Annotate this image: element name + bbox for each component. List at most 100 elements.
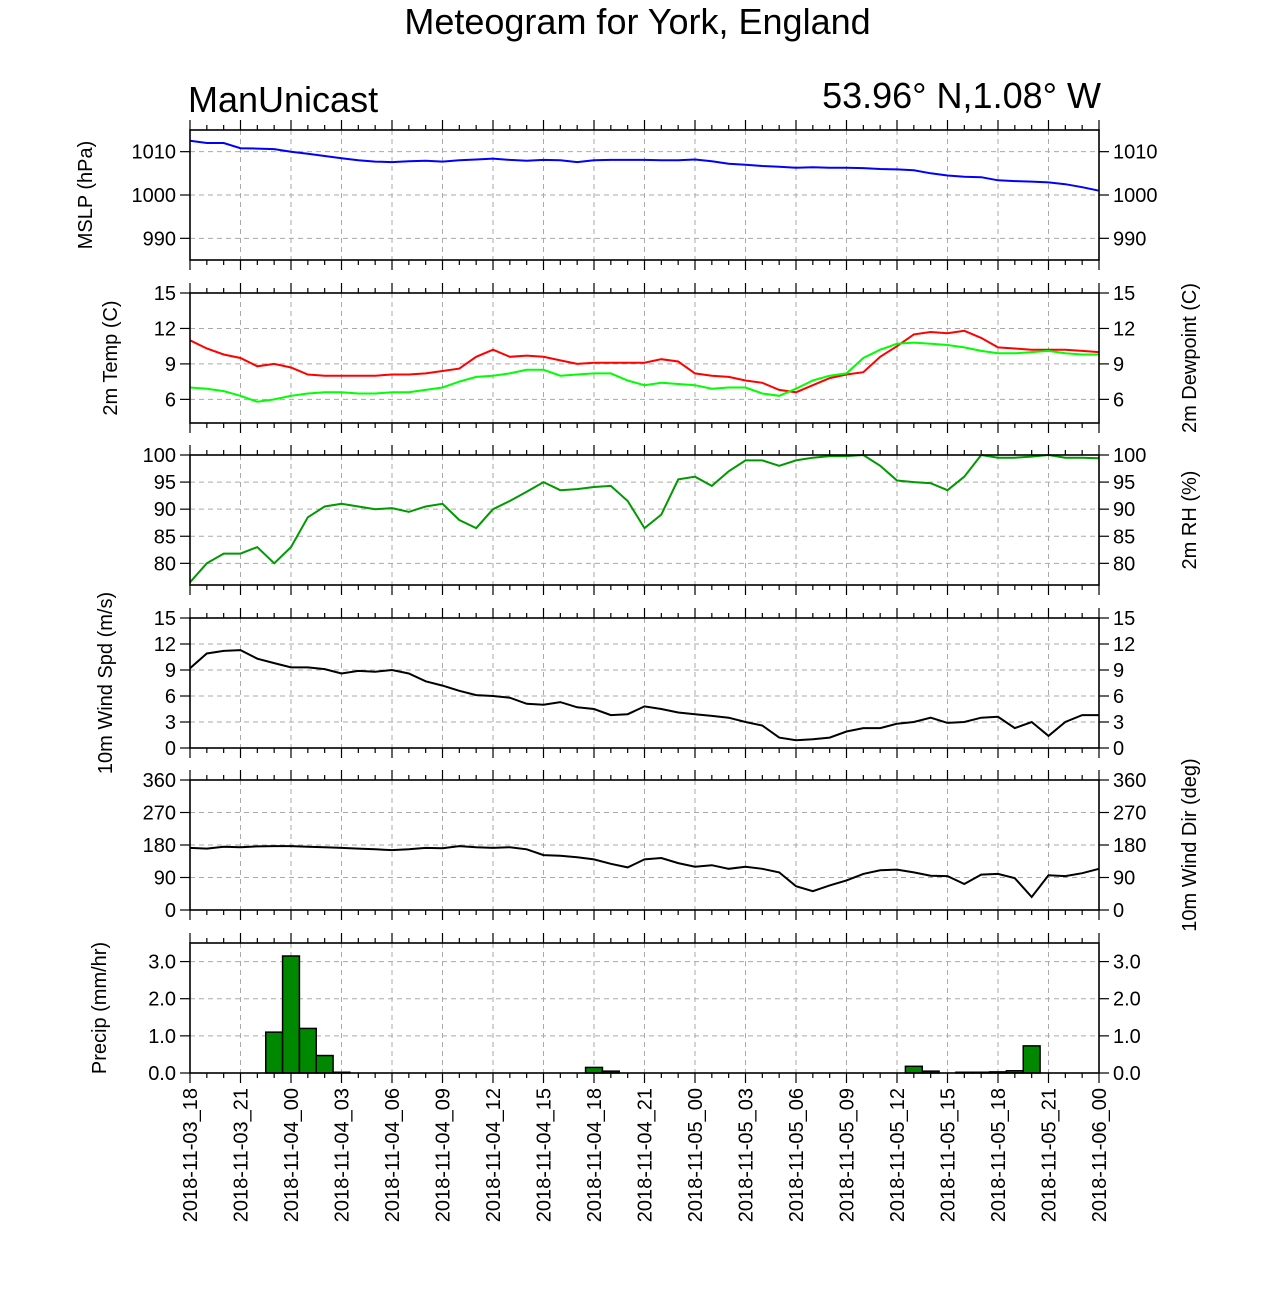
y-axis-title: 2m Temp (C) [100,300,122,415]
x-tick-label: 2018-11-05_21 [1039,1088,1061,1222]
panel-5: 0 0 90 90 180 180 270 270 360 360 10m Wind Dir (de… [143,758,1201,931]
panel-frame [189,617,1100,749]
y-tick-label-right: 15 [1113,608,1135,630]
precip-bar [265,1031,284,1074]
y-tick-label-right: 990 [1113,228,1146,250]
y-tick-label-right: 270 [1113,803,1146,825]
y-tick-label: 9 [165,354,176,376]
y-tick-label-right: 1010 [1113,142,1158,164]
panel-frame [189,942,1100,1074]
y-tick-label-right: 80 [1113,553,1135,575]
y-axis-title: 10m Wind Spd (m/s) [95,592,117,774]
x-tick-label: 2018-11-03_21 [231,1088,253,1222]
y-tick-label: 90 [154,499,176,521]
panel-frame [189,292,1100,424]
y-axis-title: MSLP (hPa) [75,141,97,250]
y-tick-label-right: 3.0 [1113,952,1141,974]
y-tick-label: 270 [143,803,176,825]
x-tick-label: 2018-11-04_15 [534,1088,556,1222]
panel-3: 80 80 85 85 90 90 95 95 100 100 2m RH (%) [143,445,1201,595]
x-tick-label: 2018-11-05_12 [887,1088,909,1222]
y-tick-label: 360 [143,770,176,792]
y-tick-label: 15 [154,608,176,630]
x-tick-label: 2018-11-04_12 [483,1088,505,1222]
y-tick-label: 95 [154,472,176,494]
location-label: 53.96° N,1.08° W [822,75,1101,116]
y-tick-label-right: 0.0 [1113,1063,1141,1085]
y-tick-label: 6 [165,389,176,411]
x-tick-label: 2018-11-05_03 [736,1088,758,1222]
y-tick-label: 3.0 [148,952,176,974]
y-tick-label-right: 1000 [1113,185,1158,207]
precip-bar [584,1066,604,1074]
y-tick-label-right: 0 [1113,738,1124,760]
x-tick-label: 2018-11-04_00 [281,1088,303,1222]
y-tick-label-right: 90 [1113,868,1135,890]
panel-6: 0.0 0.0 1.0 1.0 2.0 2.0 3.0 3.0 Precip (mm/hr) [89,933,1141,1085]
panel-frame [189,129,1100,261]
y-tick-label-right: 9 [1113,354,1124,376]
series-line-1 [189,845,1100,899]
y-tick-label: 15 [154,283,176,305]
y-tick-label-right: 2.0 [1113,989,1141,1011]
y-axis-title-right: 2m RH (%) [1179,471,1201,570]
y-tick-label: 6 [165,686,176,708]
y-tick-label-right: 180 [1113,835,1146,857]
panel-frame [189,454,1100,586]
precip-bar [281,955,301,1074]
y-tick-label: 100 [143,445,176,467]
precip-bar [315,1054,334,1074]
x-tick-label: 2018-11-04_09 [433,1088,455,1222]
x-axis-labels: 2018-11-03_18 2018-11-03_21 2018-11-04_00 2… [180,1088,1111,1222]
y-tick-label: 3 [165,712,176,734]
panel-2: 6 6 9 9 12 12 15 15 2m Temp (C) 2m Dewpoint (C) [100,283,1201,433]
y-tick-label-right: 95 [1113,472,1135,494]
y-tick-label-right: 15 [1113,283,1135,305]
y-axis-title: Precip (mm/hr) [89,942,111,1074]
y-tick-label: 2.0 [148,989,176,1011]
x-tick-label: 2018-11-05_00 [685,1088,707,1222]
x-tick-label: 2018-11-05_18 [988,1088,1010,1222]
x-tick-label: 2018-11-04_06 [382,1088,404,1222]
panel-frame [189,779,1100,911]
series-line-1 [189,649,1099,742]
panel-1: 990 990 1000 1000 1010 1010 MSLP (hPa) [75,120,1158,270]
series-line-1 [189,139,1100,192]
x-tick-label: 2018-11-03_18 [180,1088,202,1222]
x-tick-label: 2018-11-06_00 [1089,1088,1111,1222]
y-tick-label: 12 [154,634,176,656]
y-tick-label-right: 1.0 [1113,1026,1141,1048]
y-tick-label-right: 6 [1113,686,1124,708]
panel-4: 0 0 3 3 6 6 9 9 12 12 15 15 10m Wind Spd (m/s) [95,592,1135,774]
x-tick-label: 2018-11-04_18 [584,1088,606,1222]
x-tick-label: 2018-11-05_09 [837,1088,859,1222]
x-tick-label: 2018-11-05_15 [938,1088,960,1222]
precip-bar [298,1027,317,1074]
series-line-1 [189,329,1100,394]
y-tick-label: 85 [154,526,176,548]
y-tick-label-right: 12 [1113,318,1135,340]
y-tick-label: 80 [154,553,176,575]
x-tick-label: 2018-11-05_06 [786,1088,808,1222]
y-tick-label: 12 [154,318,176,340]
y-tick-label-right: 3 [1113,712,1124,734]
precip-bar [904,1065,924,1074]
chart-title: Meteogram for York, England [404,1,871,42]
y-tick-label: 9 [165,660,176,682]
y-tick-label: 0 [165,738,176,760]
y-tick-label: 90 [154,868,176,890]
y-tick-label: 1.0 [148,1026,176,1048]
source-label: ManUnicast [188,79,379,120]
y-tick-label: 0.0 [148,1063,176,1085]
y-axis-title-right: 2m Dewpoint (C) [1179,283,1201,433]
series-line-2 [189,341,1099,403]
y-tick-label-right: 100 [1113,445,1146,467]
y-tick-label-right: 90 [1113,499,1135,521]
y-axis-title-right: 10m Wind Dir (deg) [1179,758,1201,931]
y-tick-label: 1010 [132,142,177,164]
y-tick-label-right: 6 [1113,389,1124,411]
y-tick-label-right: 360 [1113,770,1146,792]
y-tick-label-right: 12 [1113,634,1135,656]
y-tick-label: 1000 [132,185,177,207]
